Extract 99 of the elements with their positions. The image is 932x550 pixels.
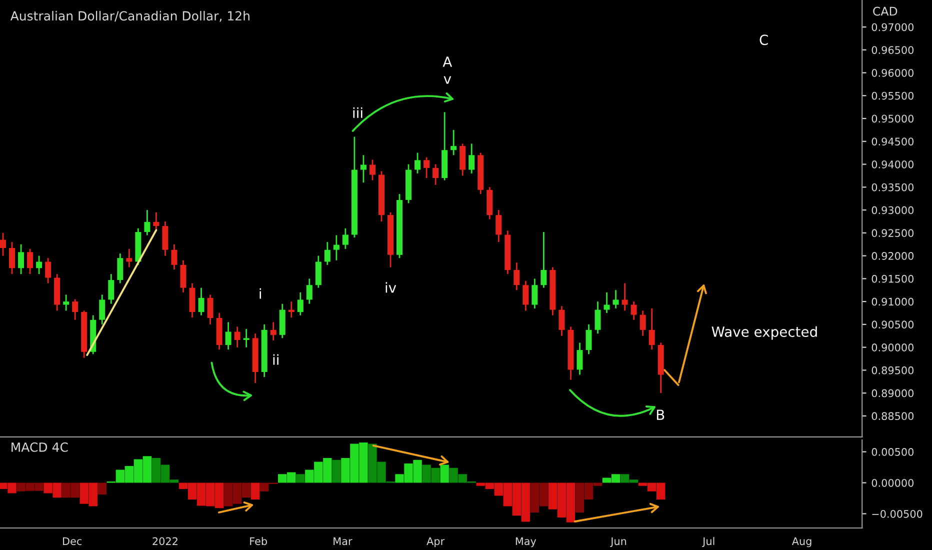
x-tick-label: Jul (702, 537, 714, 548)
annotation: A (442, 56, 452, 67)
candlestick (99, 294, 106, 326)
bar (440, 464, 449, 483)
x-tick-label: Jun (610, 537, 626, 548)
candlestick (180, 260, 186, 294)
candlestick (450, 129, 457, 156)
candlestick (171, 244, 178, 270)
candlestick (45, 257, 52, 284)
candlestick (72, 298, 78, 321)
candlestick (496, 209, 502, 243)
y-tick-label: 0.92500 (872, 229, 914, 238)
x-tick-label: Aug (792, 537, 812, 548)
x-tick-label: 2022 (152, 537, 178, 546)
y-tick-label: 0.97000 (872, 23, 914, 32)
candlestick (270, 321, 276, 342)
y-tick-label: 0.96000 (872, 68, 914, 77)
text: Australian Dollar/Canadian Dollar, 12h (10, 10, 250, 22)
candlestick (306, 278, 312, 305)
candlestick (243, 328, 250, 348)
candlestick (576, 342, 583, 376)
candlestick (108, 273, 114, 305)
y-tick-label: 0.90000 (872, 344, 914, 352)
candlestick (0, 232, 6, 256)
candlestick (558, 305, 565, 337)
candlestick (460, 142, 466, 176)
candlestick (333, 234, 340, 262)
candlestick (225, 321, 232, 350)
candlestick (604, 292, 610, 314)
y-tick-label: 0.94000 (872, 160, 914, 168)
x-tick-label: May (516, 537, 536, 548)
candlestick (540, 231, 547, 289)
bar (296, 474, 305, 483)
candlestick (9, 241, 16, 275)
candlestick (126, 248, 132, 268)
bar (250, 482, 260, 500)
x-tick-label: Feb (250, 537, 267, 546)
candlestick (532, 278, 538, 310)
candlestick (117, 252, 124, 284)
candlestick (612, 289, 619, 310)
chart-title: MACD 4C (12, 442, 68, 452)
candlestick (594, 300, 601, 334)
candlestick (648, 308, 655, 350)
candlestick (424, 156, 430, 179)
y-tick-label: 0.00500 (872, 448, 914, 456)
candlestick (369, 158, 376, 181)
y-tick-label: 0.90500 (872, 320, 914, 329)
candlestick (63, 294, 70, 312)
candlestick (324, 241, 330, 266)
y-tick-label: −0.00500 (872, 510, 922, 518)
annotation: iii (353, 107, 362, 118)
candlestick (640, 310, 646, 337)
candlestick (432, 164, 439, 186)
candlestick (630, 300, 637, 321)
y-tick-label: 0.95500 (872, 92, 914, 100)
annotation: v (444, 76, 452, 84)
candlestick (198, 287, 204, 316)
candlestick (153, 212, 160, 232)
y-tick-label: 0.93500 (872, 183, 914, 192)
candlestick (18, 244, 24, 275)
candlestick (162, 220, 168, 256)
y-tick-label: 0.93000 (872, 206, 914, 214)
y-tick-label: 0.00000 (872, 478, 914, 487)
annotation: Wave expected (712, 326, 817, 340)
annotation: B (656, 410, 664, 420)
candlestick (36, 255, 42, 275)
y-tick-label: 0.88500 (872, 412, 914, 420)
annotation: ii (273, 354, 278, 365)
bar (332, 460, 341, 483)
candlestick (468, 142, 475, 174)
candlestick (622, 282, 628, 312)
y-axis-title: CAD (873, 6, 898, 16)
candlestick (360, 154, 366, 184)
x-tick-label: Mar (334, 537, 352, 546)
y-tick-label: 0.96500 (872, 46, 914, 54)
x-tick-label: Dec (63, 537, 82, 546)
annotation: iv (386, 282, 396, 293)
y-tick-label: 0.89000 (872, 389, 914, 398)
annotation: i (260, 288, 261, 299)
y-tick-label: 0.89500 (872, 366, 914, 374)
x-tick-label: Apr (426, 537, 445, 548)
candlestick (27, 248, 34, 275)
candlestick (144, 209, 150, 236)
y-tick-label: 0.94500 (872, 138, 914, 146)
candlestick (414, 152, 421, 174)
candlestick (234, 326, 240, 348)
candlestick (315, 255, 322, 289)
candlestick (522, 280, 529, 312)
y-tick-label: 0.91000 (872, 298, 914, 306)
candlestick (342, 228, 348, 250)
candlestick (514, 262, 520, 291)
annotation: C (760, 34, 768, 46)
candlestick (297, 292, 304, 316)
y-tick-label: 0.91500 (872, 274, 914, 283)
bar (98, 482, 106, 495)
candlestick (207, 294, 214, 326)
candlestick (586, 324, 592, 355)
y-tick-label: 0.95000 (872, 114, 914, 123)
y-tick-label: 0.92000 (872, 252, 914, 260)
